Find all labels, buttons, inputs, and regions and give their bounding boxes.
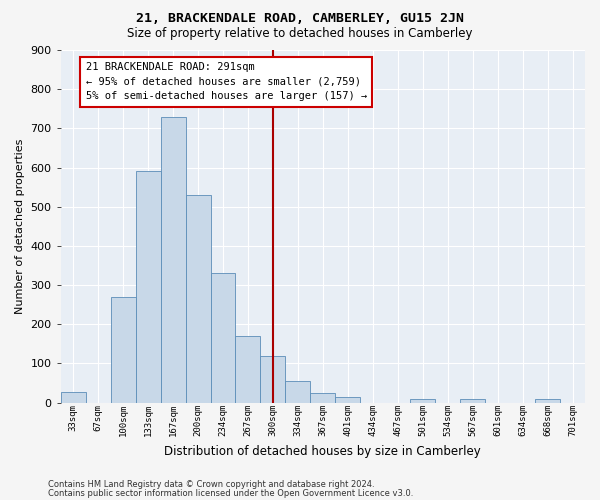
Y-axis label: Number of detached properties: Number of detached properties [15, 138, 25, 314]
Bar [110, 297, 136, 403]
Bar [410, 398, 435, 402]
Text: Contains HM Land Registry data © Crown copyright and database right 2024.: Contains HM Land Registry data © Crown c… [48, 480, 374, 489]
Bar [235, 336, 260, 402]
Bar [136, 172, 161, 402]
Text: 21 BRACKENDALE ROAD: 291sqm
← 95% of detached houses are smaller (2,759)
5% of s: 21 BRACKENDALE ROAD: 291sqm ← 95% of det… [86, 62, 367, 102]
Text: Size of property relative to detached houses in Camberley: Size of property relative to detached ho… [127, 28, 473, 40]
Text: 21, BRACKENDALE ROAD, CAMBERLEY, GU15 2JN: 21, BRACKENDALE ROAD, CAMBERLEY, GU15 2J… [136, 12, 464, 26]
Bar [286, 381, 310, 402]
Bar [535, 398, 560, 402]
Bar [260, 356, 286, 403]
Bar [335, 396, 361, 402]
Bar [185, 195, 211, 402]
Bar [460, 398, 485, 402]
Bar [161, 116, 185, 403]
X-axis label: Distribution of detached houses by size in Camberley: Distribution of detached houses by size … [164, 444, 481, 458]
Bar [310, 392, 335, 402]
Text: Contains public sector information licensed under the Open Government Licence v3: Contains public sector information licen… [48, 489, 413, 498]
Bar [211, 274, 235, 402]
Bar [61, 392, 86, 402]
